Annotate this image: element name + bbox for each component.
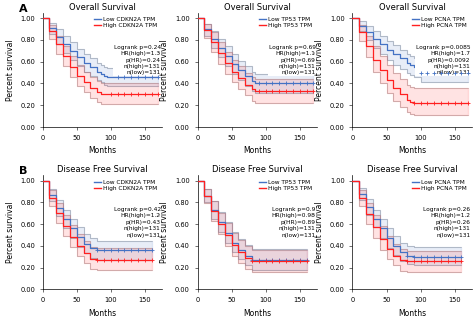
Y-axis label: Percent survival: Percent survival: [161, 39, 170, 101]
Title: Overall Survival: Overall Survival: [379, 3, 446, 12]
X-axis label: Months: Months: [88, 146, 116, 155]
Title: Disease Free Survival: Disease Free Survival: [367, 165, 457, 174]
Text: Logrank p=0.42
HR(high)=1.2
p(HR)=0.43
n(high)=131
n(low)=131: Logrank p=0.42 HR(high)=1.2 p(HR)=0.43 n…: [113, 207, 161, 238]
X-axis label: Months: Months: [88, 308, 116, 318]
Text: B: B: [19, 166, 27, 176]
X-axis label: Months: Months: [398, 308, 426, 318]
Y-axis label: Percent survival: Percent survival: [6, 201, 15, 263]
Legend: Low CDKN2A TPM, High CDKN2A TPM: Low CDKN2A TPM, High CDKN2A TPM: [92, 16, 159, 30]
Title: Overall Survival: Overall Survival: [69, 3, 136, 12]
Title: Disease Free Survival: Disease Free Survival: [212, 165, 302, 174]
Y-axis label: Percent survival: Percent survival: [315, 39, 324, 101]
Text: Logrank p=0.9
HR(high)=0.98
p(HR)=0.89
n(high)=131
n(low)=131: Logrank p=0.9 HR(high)=0.98 p(HR)=0.89 n…: [272, 207, 316, 238]
Text: Logrank p=0.24
HR(high)=1.3
p(HR)=0.24
n(high)=131
n(low)=131: Logrank p=0.24 HR(high)=1.3 p(HR)=0.24 n…: [113, 45, 161, 75]
X-axis label: Months: Months: [243, 308, 271, 318]
Y-axis label: Percent survival: Percent survival: [161, 201, 170, 263]
X-axis label: Months: Months: [243, 146, 271, 155]
Legend: Low CDKN2A TPM, High CDKN2A TPM: Low CDKN2A TPM, High CDKN2A TPM: [92, 178, 159, 192]
Title: Overall Survival: Overall Survival: [224, 3, 291, 12]
Y-axis label: Percent survival: Percent survival: [6, 39, 15, 101]
Text: Logrank p=0.26
HR(high)=1.2
p(HR)=0.26
n(high)=131
n(low)=131: Logrank p=0.26 HR(high)=1.2 p(HR)=0.26 n…: [423, 207, 470, 238]
Title: Disease Free Survival: Disease Free Survival: [57, 165, 147, 174]
Legend: Low PCNA TPM, High PCNA TPM: Low PCNA TPM, High PCNA TPM: [410, 178, 469, 192]
Text: Logrank p=0.0085
HR(high)=1.7
p(HR)=0.0092
n(high)=131
n(low)=131: Logrank p=0.0085 HR(high)=1.7 p(HR)=0.00…: [416, 45, 470, 75]
Text: Logrank p=0.69
HR(high)=1.1
p(HR)=0.69
n(high)=131
n(low)=131: Logrank p=0.69 HR(high)=1.1 p(HR)=0.69 n…: [269, 45, 316, 75]
Legend: Low TP53 TPM, High TP53 TPM: Low TP53 TPM, High TP53 TPM: [257, 178, 314, 192]
Text: A: A: [19, 3, 27, 14]
Legend: Low TP53 TPM, High TP53 TPM: Low TP53 TPM, High TP53 TPM: [257, 16, 314, 30]
Legend: Low PCNA TPM, High PCNA TPM: Low PCNA TPM, High PCNA TPM: [410, 16, 469, 30]
Y-axis label: Percent survival: Percent survival: [315, 201, 324, 263]
X-axis label: Months: Months: [398, 146, 426, 155]
